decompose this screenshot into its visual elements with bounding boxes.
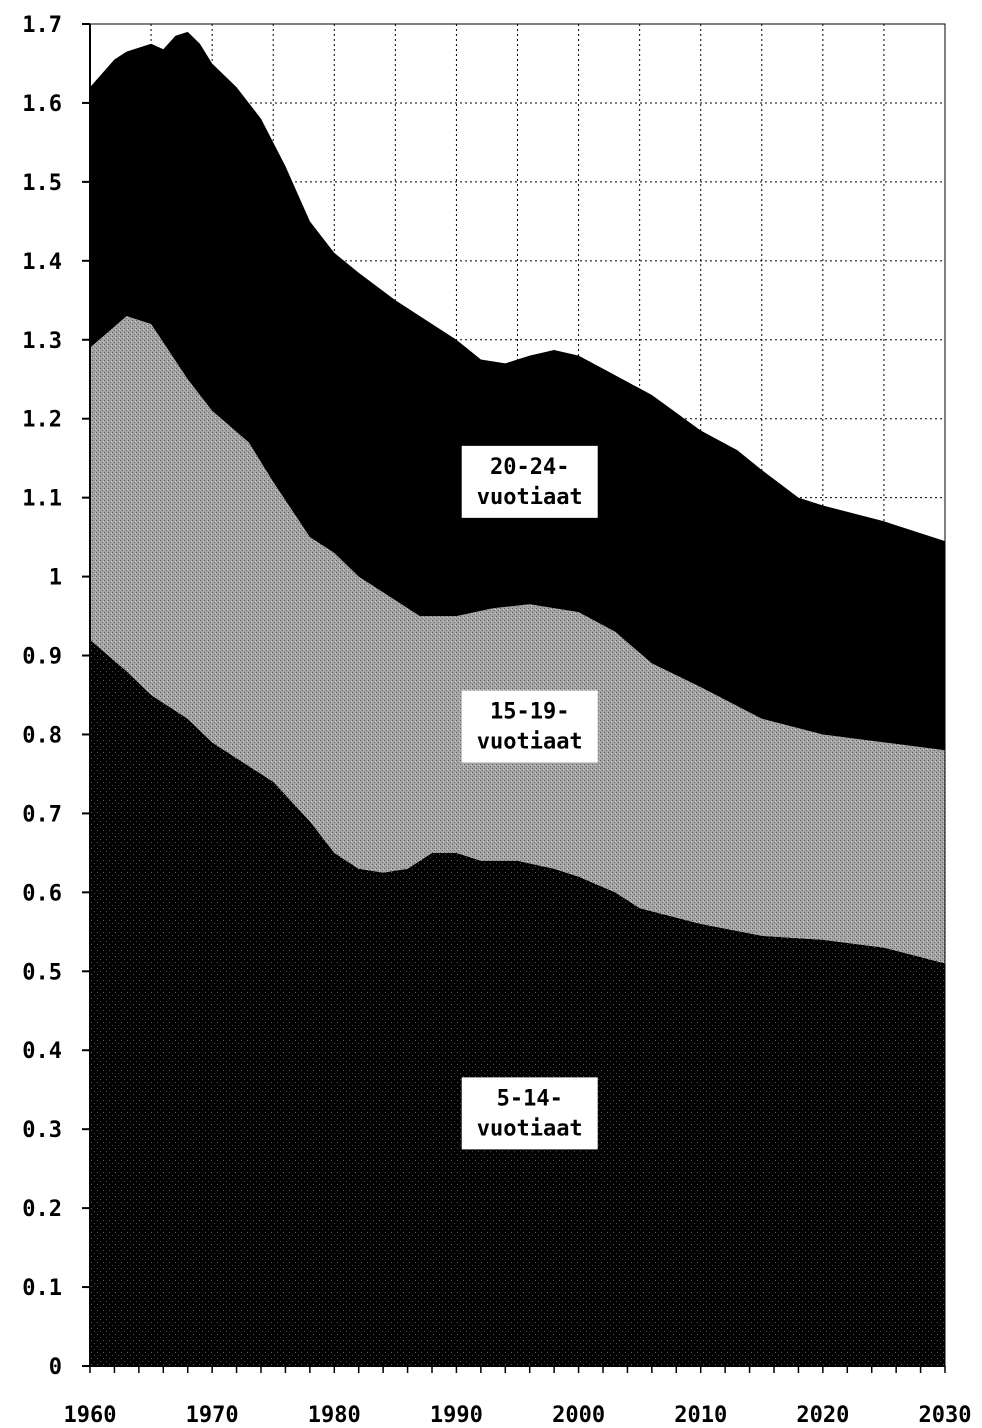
y-tick-label: 1 [49, 566, 62, 591]
y-tick-label: 1.4 [22, 250, 62, 275]
label-line: 15-19- [490, 700, 569, 725]
y-tick-label: 1.5 [22, 171, 62, 196]
y-tick-label: 1.3 [22, 329, 62, 354]
axes: 0 0.1 0.2 0.3 0.4 0.5 0.6 0.7 0.8 0.9 1 1.1 1.2 1.3 1.… [22, 13, 971, 1428]
area-5-14 [90, 639, 945, 1366]
label-line: vuotiaat [477, 1116, 583, 1141]
area-labels: 5-14- vuotiaat 15-19- vuotiaat 20-24- vuotiaa… [461, 445, 598, 1150]
y-tick-label: 1.7 [22, 13, 62, 38]
y-tick-label: 1.1 [22, 487, 62, 512]
label-box [461, 1077, 598, 1150]
y-tick-label: 0.8 [22, 723, 62, 748]
y-tick-label: 0.5 [22, 960, 62, 985]
x-tick-label: 1990 [430, 1403, 483, 1428]
x-tick-label: 2030 [919, 1403, 972, 1428]
x-tick-label: 2010 [674, 1403, 727, 1428]
y-tick-label: 1.6 [22, 92, 62, 117]
area-label-20-24: 20-24- vuotiaat [461, 445, 598, 518]
x-tick-label: 1960 [64, 1403, 117, 1428]
y-tick-label: 0.1 [22, 1276, 62, 1301]
areas [90, 31, 945, 1366]
label-box [461, 445, 598, 518]
x-tick-label: 1980 [308, 1403, 361, 1428]
label-line: vuotiaat [477, 485, 583, 510]
x-tick-label: 2000 [552, 1403, 605, 1428]
label-line: 20-24- [490, 455, 569, 480]
label-line: 5-14- [497, 1086, 563, 1111]
y-tick-label: 0.6 [22, 881, 62, 906]
y-tick-label: 1.2 [22, 408, 62, 433]
x-tick-label: 1970 [186, 1403, 239, 1428]
y-tick-label: 0.9 [22, 645, 62, 670]
y-tick-label: 0.2 [22, 1197, 62, 1222]
plot-frame [89, 23, 946, 1367]
x-tick-label: 2020 [796, 1403, 849, 1428]
area-label-5-14: 5-14- vuotiaat [461, 1077, 598, 1150]
area-label-15-19: 15-19- vuotiaat [461, 690, 598, 763]
label-box [461, 690, 598, 763]
area-20-24 [90, 31, 945, 751]
y-tick-label: 0 [49, 1355, 62, 1380]
y-tick-label: 0.4 [22, 1039, 62, 1064]
y-tick-label: 0.3 [22, 1118, 62, 1143]
label-line: vuotiaat [477, 730, 583, 755]
area-15-19 [90, 316, 945, 964]
y-tick-label: 0.7 [22, 802, 62, 827]
